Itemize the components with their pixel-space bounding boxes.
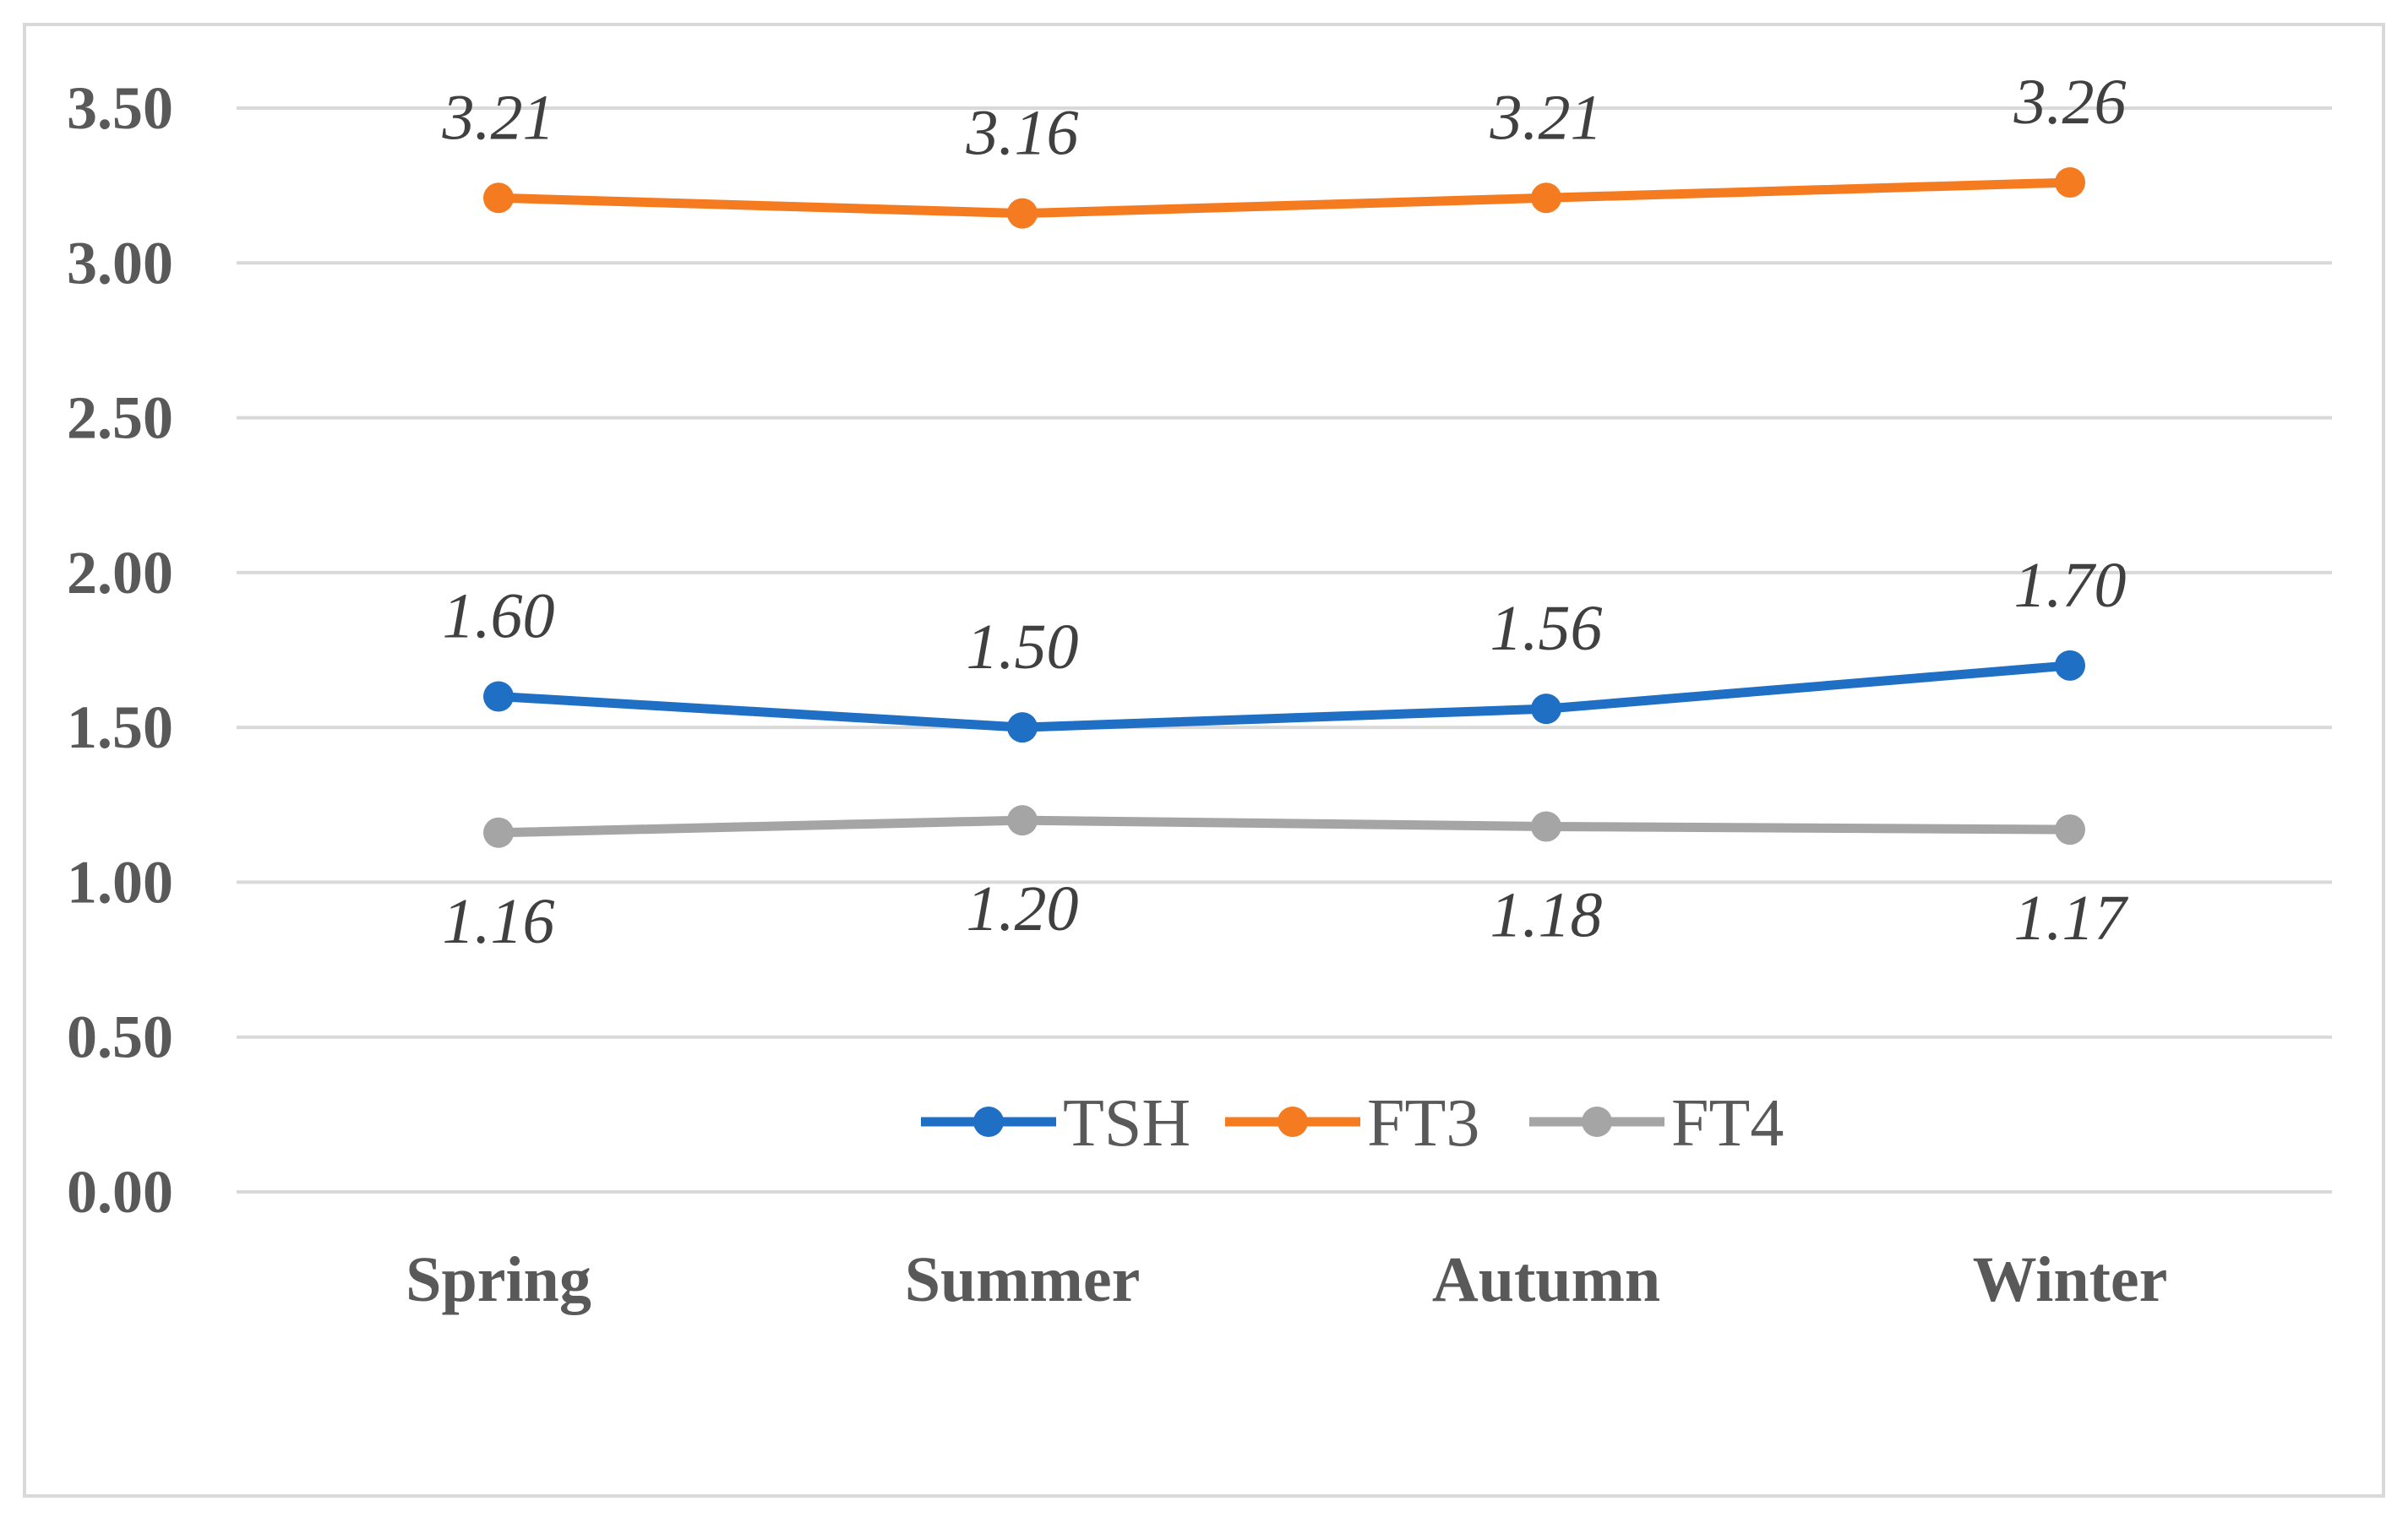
data-label: 3.21	[442, 82, 555, 153]
x-tick-label: Summer	[905, 1244, 1141, 1315]
data-label: 1.50	[967, 612, 1079, 683]
series-line-ft3	[493, 177, 2075, 219]
data-labels: 1.60 1.50 1.56 1.70 3.21 3.16 3.21 3.26 1.16 1.20…	[442, 67, 2129, 957]
data-point	[1007, 805, 1038, 836]
data-point	[1007, 712, 1038, 743]
data-label: 3.16	[966, 98, 1079, 169]
data-label: 1.16	[443, 886, 555, 957]
x-tick-label: Spring	[406, 1244, 591, 1315]
y-tick-label: 1.00	[67, 848, 173, 916]
data-label: 1.70	[2014, 550, 2127, 621]
data-point	[483, 817, 514, 848]
data-label: 3.21	[1490, 82, 1603, 153]
data-point	[1531, 694, 1561, 725]
data-label: 1.20	[967, 873, 1079, 944]
legend: TSH FT3 FT4	[921, 1086, 1784, 1161]
y-tick-label: 2.50	[67, 384, 173, 452]
gridlines	[237, 106, 2332, 1194]
legend-item-ft3: FT3	[1225, 1086, 1479, 1161]
y-tick-label: 0.50	[67, 1004, 173, 1071]
data-point	[1007, 198, 1038, 229]
legend-swatch-marker	[973, 1107, 1004, 1137]
x-tick-label: Autumn	[1432, 1244, 1660, 1315]
series-tsh	[483, 650, 2085, 743]
y-axis-tick-labels: 0.00 0.50 1.00 1.50 2.00 2.50 3.00 3.50	[67, 74, 173, 1226]
data-point	[2055, 814, 2085, 846]
x-axis-tick-labels: Spring Summer Autumn Winter	[406, 1244, 2167, 1315]
legend-swatch-marker	[1582, 1107, 1612, 1137]
series-ft4	[483, 805, 2085, 848]
series-lines	[483, 166, 2085, 848]
data-label: 3.26	[2013, 67, 2127, 138]
series-ft3	[483, 166, 2085, 229]
y-tick-label: 3.00	[67, 229, 173, 296]
data-point	[1531, 182, 1561, 214]
legend-item-tsh: TSH	[921, 1086, 1190, 1161]
data-point	[2055, 166, 2085, 198]
data-point	[483, 681, 514, 712]
legend-item-ft4: FT4	[1529, 1086, 1784, 1161]
data-label: 1.60	[443, 580, 555, 651]
y-tick-label: 3.50	[67, 74, 173, 142]
data-label: 1.56	[1490, 593, 1603, 664]
y-tick-label: 2.00	[67, 539, 173, 606]
chart-frame	[23, 23, 2385, 1498]
data-point	[1531, 811, 1561, 842]
x-tick-label: Winter	[1973, 1244, 2168, 1315]
data-label: 1.18	[1490, 879, 1603, 950]
data-label: 1.17	[2014, 883, 2129, 954]
y-tick-label: 1.50	[67, 694, 173, 761]
legend-swatch-marker	[1278, 1107, 1308, 1137]
legend-label: FT3	[1367, 1086, 1479, 1161]
legend-label: FT4	[1671, 1086, 1784, 1161]
data-point	[2055, 650, 2085, 681]
data-point	[483, 182, 514, 214]
y-tick-label: 0.00	[67, 1158, 173, 1226]
series-line-ft4	[493, 815, 2075, 838]
series-line-tsh	[493, 661, 2075, 732]
legend-label: TSH	[1063, 1086, 1190, 1161]
